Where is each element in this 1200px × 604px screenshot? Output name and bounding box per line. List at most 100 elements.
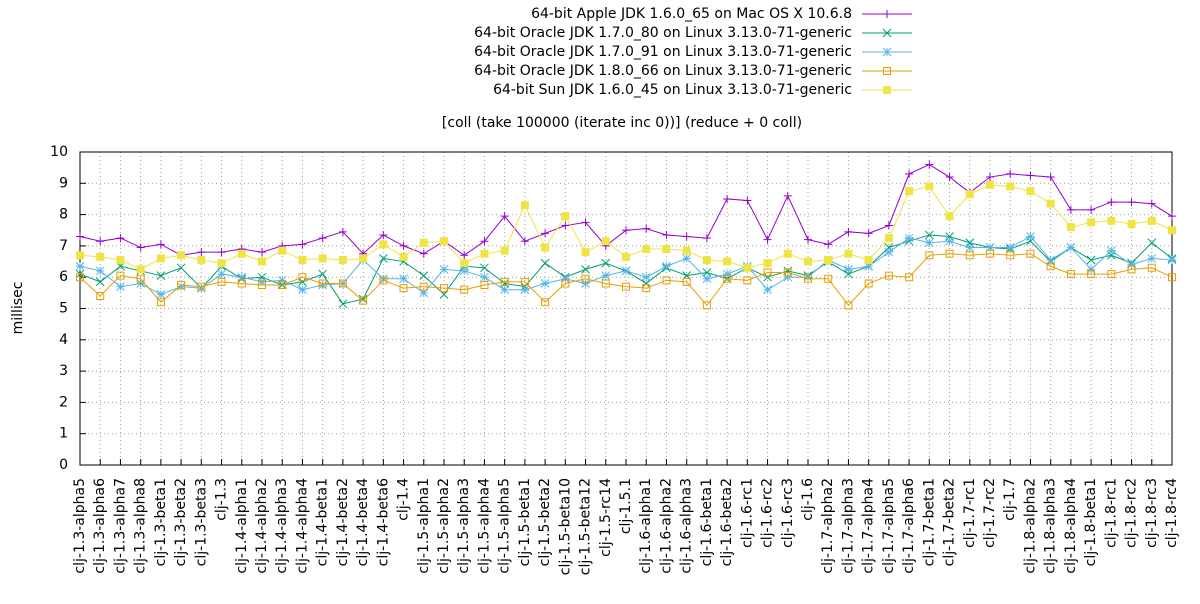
marker	[480, 272, 489, 282]
marker	[520, 277, 529, 286]
marker	[540, 258, 550, 268]
marker	[1147, 254, 1157, 263]
marker	[882, 47, 892, 57]
marker	[541, 229, 550, 238]
marker	[358, 294, 368, 304]
marker	[298, 240, 307, 249]
marker	[440, 237, 448, 246]
marker	[1168, 212, 1176, 221]
y-tick-label: 0	[59, 457, 68, 473]
x-tick-label: clj-1.8-rc2	[1124, 478, 1140, 548]
marker	[601, 258, 611, 268]
x-tick-label: clj-1.8-beta1	[1083, 478, 1099, 566]
marker	[1026, 232, 1035, 241]
x-tick-label: clj-1.7-alpha2	[820, 478, 836, 574]
marker	[298, 273, 307, 282]
marker	[520, 201, 529, 210]
marker	[459, 266, 469, 276]
marker	[702, 255, 711, 264]
marker	[1167, 255, 1177, 265]
marker	[1026, 249, 1035, 258]
marker	[561, 279, 570, 288]
marker	[824, 255, 833, 264]
marker	[1168, 273, 1176, 282]
marker	[925, 182, 934, 191]
marker	[217, 269, 226, 279]
marker	[622, 226, 630, 235]
x-tick-label: clj-1.6-rc3	[780, 478, 796, 548]
marker	[379, 276, 388, 285]
x-tick-label: clj-1.7-alpha6	[901, 478, 917, 574]
x-tick-label: clj-1.3-alpha6	[92, 478, 108, 574]
marker	[905, 169, 914, 178]
marker	[217, 259, 226, 268]
marker	[116, 255, 125, 264]
marker	[177, 251, 186, 260]
marker	[338, 279, 347, 288]
marker	[965, 251, 974, 260]
marker	[378, 274, 388, 284]
marker	[399, 241, 408, 250]
x-tick-label: clj-1.6-beta2	[719, 478, 735, 566]
x-tick-label: clj-1.8-alpha4	[1063, 478, 1079, 574]
marker	[96, 252, 105, 261]
marker	[560, 274, 570, 284]
marker	[622, 252, 630, 261]
marker	[945, 236, 954, 246]
x-tick-label: clj-1.3-beta1	[153, 478, 169, 566]
marker	[581, 274, 590, 283]
x-tick-label: clj-1.4	[396, 478, 412, 521]
plot-frame	[79, 151, 1173, 466]
marker	[177, 281, 186, 290]
marker	[520, 285, 530, 295]
marker	[96, 291, 105, 300]
marker	[1086, 265, 1096, 274]
y-tick-label: 10	[50, 144, 68, 160]
marker	[904, 233, 914, 243]
marker	[1107, 270, 1116, 279]
marker	[156, 271, 166, 280]
marker	[75, 261, 85, 271]
marker	[1127, 265, 1136, 274]
y-tick-label: 3	[59, 363, 68, 379]
marker	[581, 265, 590, 274]
marker	[419, 288, 429, 298]
marker	[116, 271, 125, 280]
marker	[338, 255, 347, 264]
y-tick-label: 9	[59, 175, 68, 191]
y-tick-label: 4	[59, 332, 68, 348]
marker	[419, 249, 428, 258]
marker	[844, 249, 853, 258]
marker	[419, 271, 429, 280]
y-tick-label: 1	[59, 426, 68, 442]
marker	[399, 252, 408, 261]
marker	[601, 237, 610, 246]
marker	[237, 272, 247, 282]
x-tick-label: clj-1.3-alpha5	[72, 478, 88, 574]
marker	[662, 261, 671, 271]
marker	[541, 243, 550, 252]
y-tick-label: 7	[59, 238, 68, 254]
marker	[883, 86, 891, 94]
x-tick-label: clj-1.5-alpha2	[436, 478, 452, 574]
marker	[682, 246, 691, 255]
marker	[500, 285, 510, 295]
marker	[844, 265, 853, 274]
marker	[783, 268, 792, 277]
x-tick-label: clj-1.6	[800, 478, 816, 521]
marker	[882, 28, 892, 38]
marker	[419, 238, 428, 247]
marker	[965, 243, 975, 252]
x-tick-label: clj-1.5-beta12	[578, 478, 594, 575]
marker	[176, 282, 186, 291]
marker	[197, 255, 206, 264]
marker	[1086, 255, 1096, 265]
marker	[864, 279, 873, 288]
marker	[258, 248, 266, 257]
marker	[156, 298, 165, 307]
marker	[884, 234, 893, 243]
marker	[945, 249, 954, 258]
marker	[1127, 260, 1136, 270]
marker	[1127, 219, 1136, 228]
